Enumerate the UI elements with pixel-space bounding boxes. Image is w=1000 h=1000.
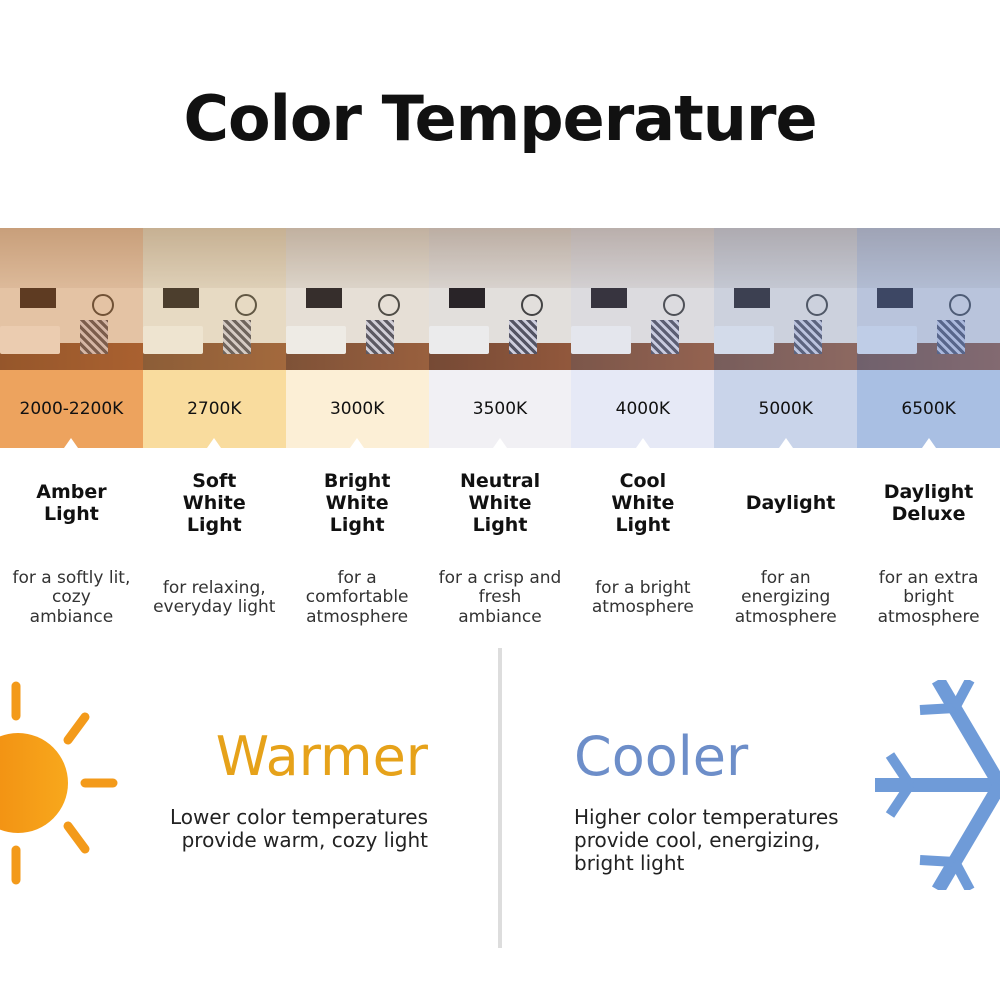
divider — [498, 648, 502, 948]
room-photo — [429, 228, 572, 370]
light-name: Amber Light — [0, 448, 143, 558]
room-photo — [286, 228, 429, 370]
light-description: for a comfortable atmosphere — [286, 558, 429, 638]
room-photo — [143, 228, 286, 370]
kelvin-swatch: 2700K — [143, 370, 286, 448]
warmer-text: Lower color temperatures provide warm, c… — [148, 806, 428, 852]
light-description: for an extra bright atmosphere — [857, 558, 1000, 638]
light-name: Soft White Light — [143, 448, 286, 558]
temperature-column: 2000-2200K Amber Light for a softly lit,… — [0, 228, 143, 638]
page-title: Color Temperature — [0, 82, 1000, 155]
light-description: for relaxing, everyday light — [143, 558, 286, 638]
light-description: for a bright atmosphere — [571, 558, 714, 638]
kelvin-label: 2700K — [187, 399, 241, 419]
temperature-column: 5000K Daylight for an energizing atmosph… — [714, 228, 857, 638]
kelvin-label: 2000-2200K — [20, 399, 124, 419]
kelvin-swatch: 3000K — [286, 370, 429, 448]
temperature-column: 2700K Soft White Light for relaxing, eve… — [143, 228, 286, 638]
kelvin-label: 6500K — [901, 399, 955, 419]
light-name: Bright White Light — [286, 448, 429, 558]
kelvin-swatch: 4000K — [571, 370, 714, 448]
temperature-columns: 2000-2200K Amber Light for a softly lit,… — [0, 228, 1000, 638]
temperature-column: 3500K Neutral White Light for a crisp an… — [429, 228, 572, 638]
light-name: Daylight — [714, 448, 857, 558]
kelvin-swatch: 6500K — [857, 370, 1000, 448]
light-description: for a softly lit, cozy ambiance — [0, 558, 143, 638]
sun-icon — [0, 680, 125, 890]
kelvin-swatch: 2000-2200K — [0, 370, 143, 448]
kelvin-swatch: 3500K — [429, 370, 572, 448]
kelvin-label: 3500K — [473, 399, 527, 419]
room-photo — [714, 228, 857, 370]
light-name: Daylight Deluxe — [857, 448, 1000, 558]
cooler-heading: Cooler — [574, 725, 748, 788]
room-photo — [571, 228, 714, 370]
temperature-column: 4000K Cool White Light for a bright atmo… — [571, 228, 714, 638]
warmer-heading: Warmer — [216, 725, 428, 788]
temperature-column: 3000K Bright White Light for a comfortab… — [286, 228, 429, 638]
snowflake-icon — [870, 680, 1000, 890]
room-photo — [857, 228, 1000, 370]
light-name: Cool White Light — [571, 448, 714, 558]
kelvin-label: 4000K — [616, 399, 670, 419]
temperature-column: 6500K Daylight Deluxe for an extra brigh… — [857, 228, 1000, 638]
kelvin-swatch: 5000K — [714, 370, 857, 448]
light-name: Neutral White Light — [429, 448, 572, 558]
kelvin-label: 5000K — [759, 399, 813, 419]
room-photo — [0, 228, 143, 370]
light-description: for a crisp and fresh ambiance — [429, 558, 572, 638]
kelvin-label: 3000K — [330, 399, 384, 419]
cooler-text: Higher color temperatures provide cool, … — [574, 806, 849, 875]
light-description: for an energizing atmosphere — [714, 558, 857, 638]
